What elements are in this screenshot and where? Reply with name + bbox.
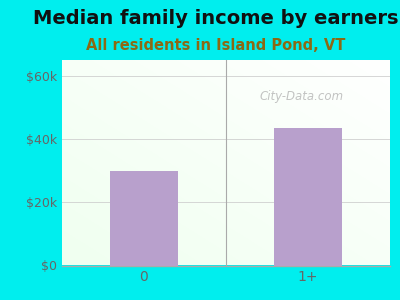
Text: All residents in Island Pond, VT: All residents in Island Pond, VT [86, 38, 346, 52]
Bar [110, 171, 178, 266]
Text: City-Data.com: City-Data.com [259, 91, 344, 103]
Bar [274, 128, 342, 266]
Text: Median family income by earners: Median family income by earners [33, 9, 399, 28]
